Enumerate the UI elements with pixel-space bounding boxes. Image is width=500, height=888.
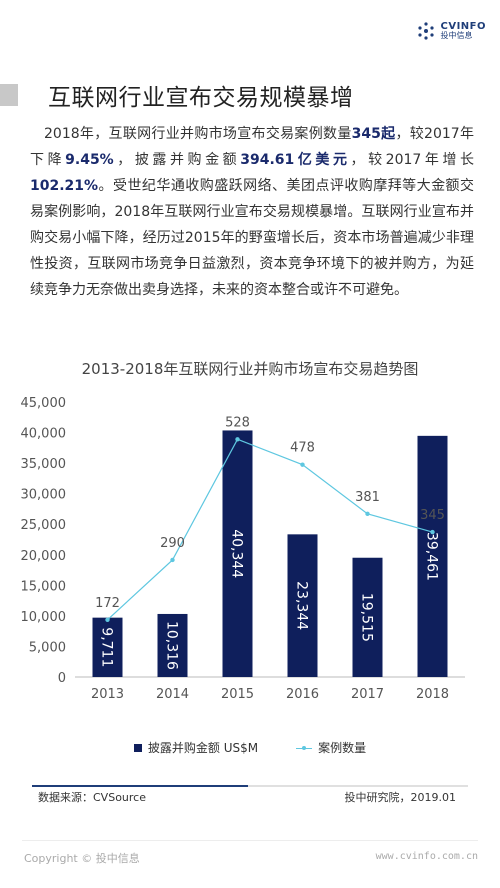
y-tick-label: 45,000 — [21, 396, 67, 411]
trend-chart: 0 5,000 10,000 15,000 20,000 25,000 30,000 35,0… — [21, 396, 465, 702]
line-marker-icon — [296, 744, 313, 752]
footer-divider — [22, 840, 478, 841]
line-case-count — [107, 438, 433, 621]
x-tick-label: 2017 — [351, 687, 384, 702]
x-tick-label: 2018 — [416, 687, 449, 702]
line-point — [235, 437, 240, 442]
y-tick-label: 30,000 — [21, 488, 67, 503]
paragraph-text: ，较2017年下降 — [30, 126, 474, 168]
y-tick-label: 5,000 — [29, 640, 66, 655]
line-point — [430, 529, 435, 535]
line-value-label: 478 — [290, 441, 315, 456]
bar-value-label: 19,515 — [359, 593, 375, 642]
legend-item-count: 案例数量 — [296, 739, 366, 756]
bar-value-label: 10,316 — [164, 621, 180, 670]
y-tick-label: 35,000 — [21, 457, 67, 472]
cvinfo-logo-icon — [417, 22, 434, 40]
bar-amount — [287, 534, 318, 677]
chart-legend: 披露并购金额 US$M 案例数量 — [0, 739, 500, 756]
line-point — [300, 462, 305, 467]
source-divider-accent — [32, 785, 248, 787]
bar-swatch-icon — [133, 743, 142, 752]
y-tick-label: 40,000 — [21, 427, 67, 442]
line-point — [365, 511, 370, 517]
brand-name-en: CVINFO — [440, 20, 486, 32]
bar-value-label: 40,344 — [229, 529, 245, 578]
data-source: 数据来源：CVSource — [38, 791, 146, 804]
x-tick-label: 2014 — [156, 687, 189, 702]
bar-amount — [352, 557, 383, 677]
bar-value-label: 39,461 — [424, 532, 440, 581]
line-value-label: 172 — [95, 596, 120, 611]
legend-label-amount: 披露并购金额 US$M — [147, 741, 259, 755]
page-title: 互联网行业宣布交易规模暴增 — [48, 85, 354, 111]
legend-item-amount: 披露并购金额 US$M — [133, 739, 259, 756]
x-tick-label: 2013 — [91, 687, 124, 702]
bar-amount — [222, 430, 253, 677]
source-divider — [32, 785, 468, 787]
bar-amount — [417, 435, 448, 677]
paragraph-text: 2018年，互联网行业并购市场宣布交易案例数量 — [44, 126, 352, 142]
chart-title: 2013-2018年互联网行业并购市场宣布交易趋势图 — [81, 360, 419, 378]
y-tick-label: 15,000 — [21, 579, 67, 594]
publisher-date: 投中研究院，2019.01 — [344, 791, 457, 804]
line-value-label: 345 — [420, 508, 445, 523]
bar-value-label: 9,711 — [99, 627, 115, 667]
highlight-figure: 102.21% — [30, 178, 99, 194]
y-tick-label: 0 — [58, 671, 66, 686]
paragraph-text: ，披露并购金额 — [113, 152, 241, 168]
brand-logo: CVINFO 投中信息 — [415, 20, 487, 42]
paragraph-text: 。受世纪华通收购盛跃网络、美团点评收购摩拜等大金额交易案例影响，2018年互联网… — [30, 178, 474, 298]
paragraph-text: ，较2017年增长 — [350, 152, 475, 168]
y-tick-label: 25,000 — [21, 518, 67, 533]
copyright-text: Copyright © 投中信息 — [24, 852, 140, 865]
line-point — [105, 617, 110, 622]
bar-value-label: 23,344 — [294, 581, 310, 630]
line-point — [170, 557, 175, 563]
bar-amount — [157, 613, 188, 677]
brand-name-cn: 投中信息 — [440, 31, 473, 41]
line-value-label: 528 — [225, 415, 250, 430]
y-tick-label: 20,000 — [21, 549, 67, 564]
x-tick-label: 2015 — [221, 687, 254, 702]
highlight-figure: 394.61亿美元 — [240, 152, 351, 168]
y-tick-label: 10,000 — [21, 610, 67, 625]
highlight-figure: 9.45% — [65, 152, 114, 168]
title-accent-bar — [0, 84, 18, 106]
legend-label-count: 案例数量 — [318, 741, 367, 755]
highlight-figure: 345起 — [351, 126, 396, 142]
bar-amount — [92, 617, 123, 677]
line-value-label: 290 — [160, 536, 185, 551]
website-url[interactable]: www.cvinfo.com.cn — [375, 851, 478, 862]
line-value-label: 381 — [355, 490, 380, 505]
x-tick-label: 2016 — [286, 687, 319, 702]
intro-paragraph: 2018年，互联网行业并购市场宣布交易案例数量345起，较2017年下降9.45… — [30, 121, 474, 303]
